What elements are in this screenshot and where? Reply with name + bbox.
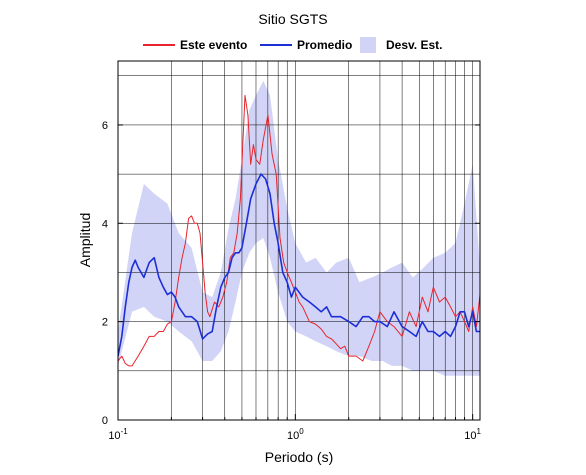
- legend: Este evento Promedio Desv. Est.: [143, 37, 442, 53]
- series-line-este-evento: [118, 94, 480, 367]
- y-tick-label: 4: [102, 218, 108, 230]
- plot-frame: [117, 60, 481, 421]
- legend-label-promedio: Promedio: [297, 38, 352, 52]
- std-dev-band: [118, 80, 480, 376]
- legend-label-este-evento: Este evento: [180, 38, 247, 52]
- y-tick-label: 0: [102, 415, 108, 427]
- x-tick-label: 10-1: [108, 427, 128, 442]
- x-axis-title: Periodo (s): [265, 449, 333, 465]
- x-tick-label: 101: [464, 427, 481, 442]
- y-axis-title: Amplitud: [77, 213, 93, 267]
- y-tick-label: 2: [102, 317, 108, 329]
- series-line-promedio: [118, 173, 480, 357]
- x-tick-label: 100: [287, 427, 304, 442]
- chart-title: Sitio SGTS: [258, 11, 327, 27]
- legend-label-desv-est: Desv. Est.: [386, 38, 442, 52]
- legend-swatch-desv-est: [360, 37, 376, 53]
- y-tick-label: 6: [102, 120, 108, 132]
